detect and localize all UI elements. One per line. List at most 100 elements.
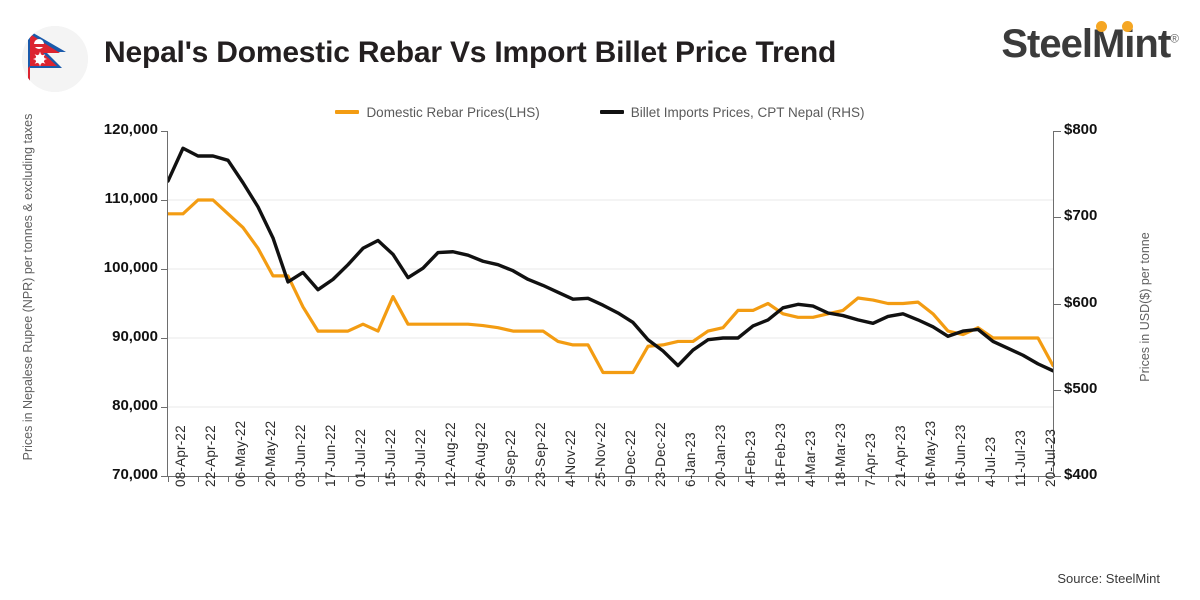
x-tick-label: 23-Dec-22 (653, 422, 668, 487)
x-tick-mark (828, 476, 829, 482)
x-tick-mark (408, 476, 409, 482)
x-tick-label: 06-May-22 (233, 420, 248, 487)
x-tick-label: 9-Sep-22 (503, 429, 518, 487)
x-tick-label: 4-Mar-23 (803, 430, 818, 487)
legend-item-rebar[interactable]: Domestic Rebar Prices(LHS) (335, 104, 540, 120)
left-tick-label: 80,000 (112, 397, 158, 414)
x-tick-mark (288, 476, 289, 482)
left-tick-label: 110,000 (104, 190, 158, 207)
nepal-flag-icon (22, 26, 88, 92)
right-tick-mark (1054, 476, 1061, 477)
x-tick-mark (678, 476, 679, 482)
legend-label-billet: Billet Imports Prices, CPT Nepal (RHS) (630, 104, 865, 120)
x-tick-label: 11-Jul-23 (1013, 429, 1028, 487)
x-tick-label: 4-Nov-22 (563, 429, 578, 487)
x-tick-mark (768, 476, 769, 482)
x-tick-label: 15-Jul-22 (383, 428, 398, 487)
x-tick-mark (438, 476, 439, 482)
x-tick-mark (468, 476, 469, 482)
left-tick-mark (161, 407, 168, 408)
x-tick-label: 29-Jul-22 (413, 428, 428, 487)
left-tick-label: 100,000 (103, 259, 158, 276)
right-tick-mark (1054, 389, 1061, 391)
x-tick-label: 01-Jul-22 (353, 428, 368, 487)
x-tick-label: 17-Jun-22 (323, 424, 338, 487)
x-tick-mark (198, 476, 199, 482)
left-axis-title: Prices in Nepalese Rupee (NPR) per tonne… (21, 113, 35, 461)
x-tick-mark (318, 476, 319, 482)
left-tick-mark (161, 476, 168, 477)
x-tick-mark (378, 476, 379, 482)
x-tick-mark (228, 476, 229, 482)
x-tick-label: 18-Feb-23 (773, 422, 788, 487)
left-tick-label: 70,000 (112, 466, 158, 483)
x-tick-label: 22-Apr-22 (203, 425, 218, 487)
brand-name: SteelMint (1001, 22, 1171, 66)
page-title: Nepal's Domestic Rebar Vs Import Billet … (104, 36, 837, 69)
x-tick-label: 18-Mar-23 (833, 422, 848, 487)
right-tick-label: $500 (1064, 379, 1098, 397)
x-tick-label: 20-Jul-23 (1043, 428, 1058, 487)
left-tick-label: 120,000 (103, 121, 158, 138)
source-note: Source: SteelMint (1057, 571, 1160, 586)
x-tick-mark (648, 476, 649, 482)
brand-dot-left-icon (1096, 21, 1108, 32)
legend-item-billet[interactable]: Billet Imports Prices, CPT Nepal (RHS) (599, 104, 865, 120)
x-tick-label: 25-Nov-22 (593, 422, 608, 487)
x-tick-mark (498, 476, 499, 482)
legend-swatch-billet (599, 110, 624, 114)
brand-dot-right-icon (1122, 21, 1134, 32)
left-tick-label: 90,000 (112, 328, 158, 345)
x-tick-label: 16-Jun-23 (953, 424, 968, 487)
page-header: Nepal's Domestic Rebar Vs Import Billet … (0, 0, 1200, 100)
brand-registered-mark: ® (1170, 31, 1179, 46)
right-tick-label: $600 (1064, 293, 1098, 311)
x-tick-label: 20-May-22 (263, 420, 278, 487)
right-tick-mark (1054, 131, 1061, 132)
series-line-billet (168, 146, 1053, 373)
right-tick-label: $400 (1064, 466, 1098, 483)
right-tick-label: $800 (1064, 121, 1098, 138)
x-tick-mark (948, 476, 949, 482)
x-tick-mark (1038, 476, 1039, 482)
x-tick-mark (708, 476, 709, 482)
x-tick-label: 21-Apr-23 (893, 425, 908, 487)
chart-legend: Domestic Rebar Prices(LHS) Billet Import… (0, 100, 1200, 124)
x-tick-label: 4-Jul-23 (983, 436, 998, 487)
x-tick-mark (978, 476, 979, 482)
x-tick-mark (348, 476, 349, 482)
x-tick-label: 9-Dec-22 (623, 429, 638, 487)
x-tick-mark (258, 476, 259, 482)
right-tick-mark (1054, 217, 1061, 219)
brand-logo: SteelMint® (1001, 21, 1179, 76)
chart-canvas (168, 146, 1053, 408)
x-tick-mark (528, 476, 529, 482)
x-tick-mark (618, 476, 619, 482)
x-tick-label: 23-Sep-22 (533, 422, 548, 487)
x-tick-label: 16-May-23 (923, 420, 938, 487)
left-tick-mark (161, 131, 168, 132)
legend-swatch-rebar (335, 110, 360, 114)
x-tick-mark (1008, 476, 1009, 482)
x-tick-label: 6-Jan-23 (683, 432, 698, 487)
x-tick-mark (858, 476, 859, 482)
x-tick-mark (558, 476, 559, 482)
plot-area (168, 131, 1053, 476)
x-tick-label: 26-Aug-22 (473, 422, 488, 487)
x-axis-line (168, 476, 1053, 477)
x-tick-label: 4-Feb-23 (743, 430, 758, 487)
x-tick-label: 03-Jun-22 (293, 424, 308, 487)
x-tick-label: 20-Jan-23 (713, 424, 728, 487)
x-tick-mark (588, 476, 589, 482)
x-tick-mark (168, 476, 169, 482)
legend-label-rebar: Domestic Rebar Prices(LHS) (366, 104, 540, 120)
right-axis-line (1053, 131, 1054, 476)
left-tick-mark (161, 200, 168, 201)
left-tick-mark (161, 338, 168, 339)
x-tick-mark (888, 476, 889, 482)
right-tick-label: $700 (1064, 207, 1098, 225)
right-axis-title: Prices in USD($) per tonne (1138, 232, 1152, 382)
nepal-flag-svg (22, 26, 88, 92)
x-tick-mark (738, 476, 739, 482)
